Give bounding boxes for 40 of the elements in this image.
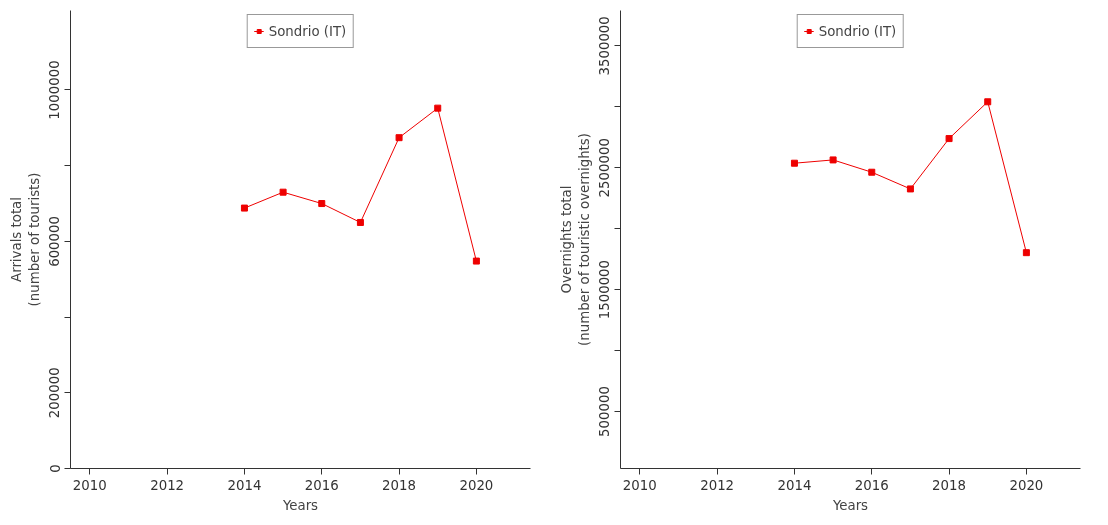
y-tick-label: 2500000 — [597, 138, 613, 198]
x-tick-label: 2010 — [622, 477, 657, 493]
x-axis-title: Years — [281, 497, 319, 513]
point — [434, 104, 442, 112]
y-tick-label: 1500000 — [597, 259, 613, 320]
y-tick-label: 500000 — [597, 386, 613, 437]
point — [1022, 249, 1030, 257]
x-tick-label: 2016 — [304, 477, 339, 493]
y-axis-title: Arrivals total (number of tourists) — [8, 172, 42, 307]
point — [318, 200, 326, 208]
point — [472, 257, 480, 265]
point — [945, 135, 953, 143]
x-tick-label: 2012 — [700, 477, 735, 493]
point — [984, 98, 992, 106]
x-tick-label: 2018 — [932, 477, 967, 493]
x-tick-label: 2014 — [777, 477, 812, 493]
y-tick-label: 200000 — [47, 367, 63, 419]
y-axis-title: Overnights total (number of touristic overnights) — [558, 133, 592, 346]
legend-label: Sondrio (IT) — [268, 23, 347, 39]
x-axis-title: Years — [831, 497, 869, 513]
x-tick-label: 2018 — [382, 477, 417, 493]
y-tick-label: 1000000 — [47, 60, 63, 120]
y-tick-label: 3500000 — [597, 16, 613, 76]
x-tick-label: 2012 — [150, 477, 185, 493]
point — [395, 134, 403, 142]
point — [356, 218, 364, 226]
x-tick-label: 2014 — [227, 477, 262, 493]
point — [829, 156, 837, 164]
x-tick-label: 2020 — [459, 477, 494, 493]
x-tick-label: 2016 — [854, 477, 889, 493]
x-tick-label: 2020 — [1009, 477, 1044, 493]
point — [790, 159, 798, 167]
point — [906, 185, 914, 193]
legend-label: Sondrio (IT) — [818, 23, 897, 39]
point — [868, 168, 876, 176]
point — [279, 188, 287, 196]
point — [240, 204, 248, 212]
x-tick-label: 2010 — [72, 477, 107, 493]
y-tick-label: 600000 — [47, 215, 63, 267]
y-tick-label: 0 — [47, 464, 63, 473]
